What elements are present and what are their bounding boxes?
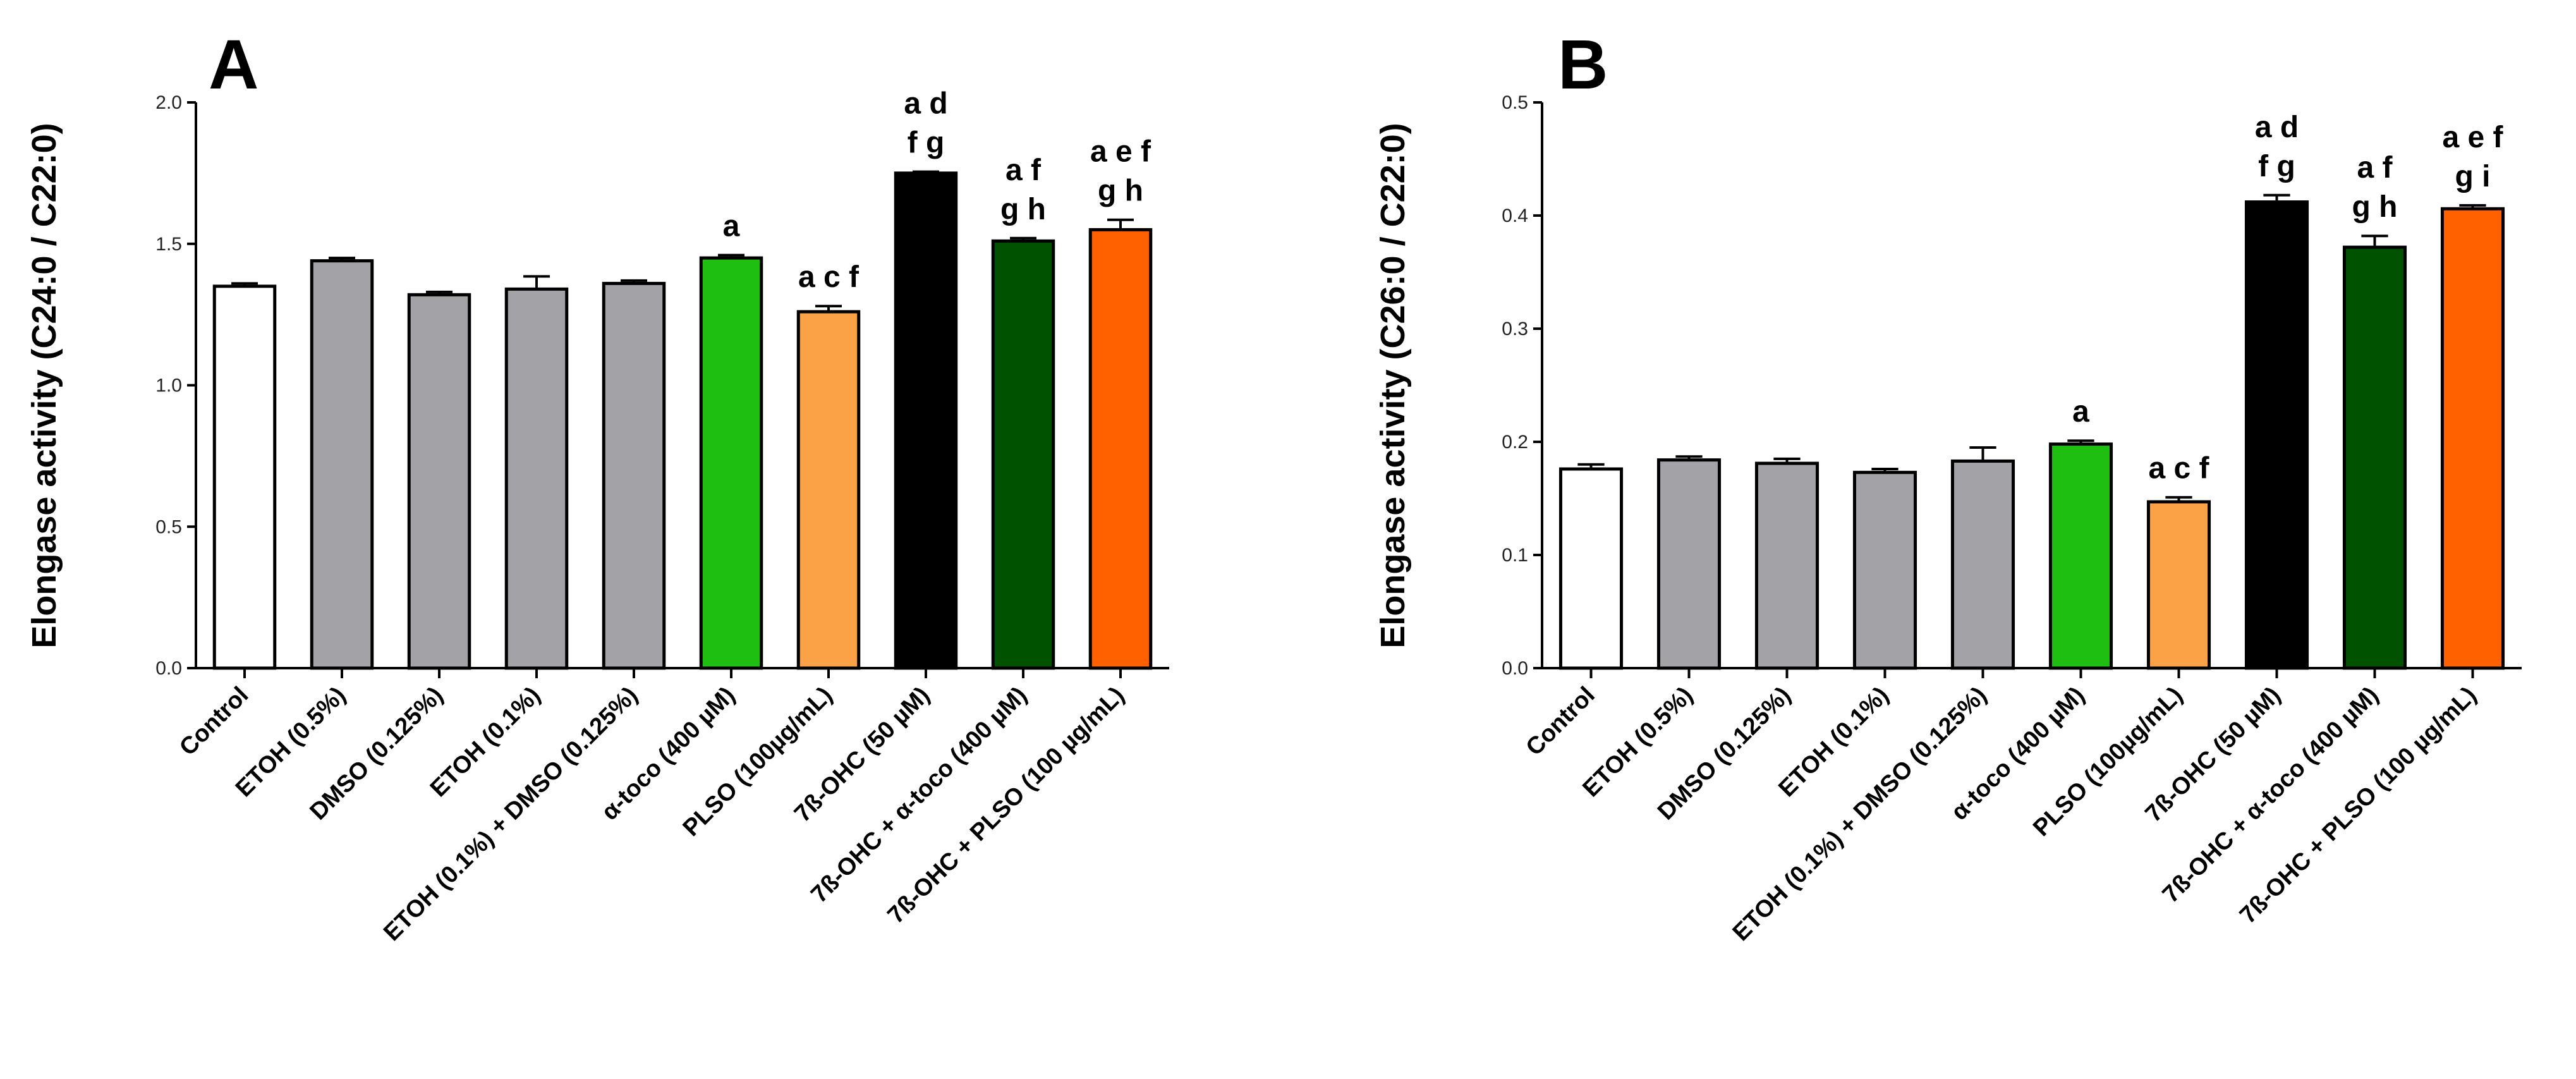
panel-a-y-tick-label: 1.5	[155, 234, 182, 255]
panel-b-bar	[1950, 459, 2015, 670]
panel-b-y-tick-label: 0.4	[1502, 205, 1528, 226]
panel-a-significance-label: a d	[904, 87, 947, 121]
panel-b-bar	[2048, 442, 2113, 670]
panel-b-significance-label: a e f	[2442, 121, 2503, 154]
panel-a-y-tick-label: 0.0	[155, 658, 182, 679]
panel-b-significance-label: a c f	[2148, 452, 2209, 485]
panel-b-y-tick-label: 0.1	[1502, 545, 1528, 566]
panel-a-significance-label: g h	[1000, 193, 1046, 226]
panel-b-category-label: Control	[1521, 682, 1600, 761]
panel-a-significance-label: g h	[1098, 174, 1143, 208]
panel-a-bar	[407, 293, 471, 670]
panel-b-significance-label: f g	[2258, 150, 2295, 183]
panel-a-bar	[894, 171, 958, 670]
panel-b-bar	[2440, 207, 2505, 670]
panel-a: A 0.0 0.5 1.0 1.5 2.0 Elongase activity (C24:…	[25, 26, 1169, 946]
panel-b-y-tick-label: 0.2	[1502, 432, 1528, 453]
panel-a-letter: A	[209, 26, 258, 104]
panel-a-significance-label: a e f	[1090, 135, 1151, 169]
panel-b-significance-label: a	[2072, 395, 2089, 429]
panel-b-letter: B	[1558, 26, 1608, 104]
panel-b-significance-label: g h	[2352, 190, 2398, 224]
panel-b-bar	[2146, 500, 2211, 670]
panel-a-category-label: Control	[174, 682, 253, 761]
panel-a-bar	[212, 284, 277, 670]
panel-b-bar	[2244, 200, 2309, 670]
panel-b-significance-label: a d	[2255, 111, 2299, 144]
panel-b-bar	[1852, 470, 1917, 670]
panel-b-significance-label: a f	[2357, 151, 2393, 185]
panel-a-bar	[991, 239, 1055, 670]
panel-b-bar	[1656, 458, 1722, 670]
panel-a-significance-label: a f	[1005, 154, 1042, 187]
panel-a-bar	[699, 256, 763, 670]
panel-b: B 0.0 0.1 0.2 0.3 0.4 0.5 Elongase activity (C…	[1374, 26, 2522, 946]
panel-a-y-tick-label: 2.0	[155, 92, 182, 113]
panel-b-y-tick-label: 0.3	[1502, 319, 1528, 339]
panel-a-bar	[796, 310, 861, 670]
panel-b-y-tick-label: 0.0	[1502, 658, 1528, 679]
panel-a-significance-label: f g	[908, 126, 945, 160]
panel-a-bar	[1088, 228, 1153, 670]
panel-b-bar	[1558, 467, 1624, 670]
panel-b-y-axis-label: Elongase activity (C26:0 / C22:0)	[1374, 123, 1412, 648]
panel-b-bar	[2342, 245, 2407, 670]
panel-a-bar	[504, 287, 569, 670]
panel-a-significance-label: a	[723, 210, 740, 243]
panel-a-y-tick-label: 1.0	[155, 375, 182, 396]
panel-b-bar	[1754, 461, 1820, 670]
panel-a-y-axis-label: Elongase activity (C24:0 / C22:0)	[25, 123, 63, 648]
panel-a-bar	[602, 281, 666, 670]
panel-a-bar	[310, 259, 374, 670]
panel-b-y-tick-label: 0.5	[1502, 92, 1528, 113]
panel-a-y-tick-label: 0.5	[155, 516, 182, 537]
panel-a-significance-label: a c f	[798, 260, 860, 294]
panel-b-significance-label: g i	[2455, 160, 2491, 193]
